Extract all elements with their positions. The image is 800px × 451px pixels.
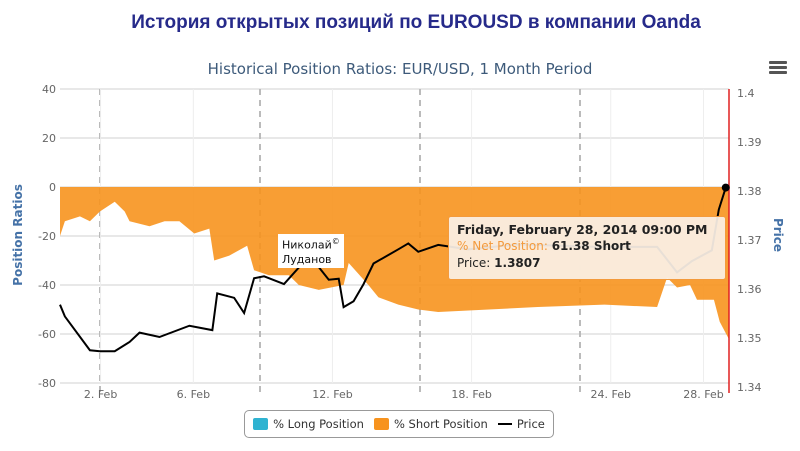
tooltip-net-value: 61.38 Short: [551, 239, 631, 253]
legend-price[interactable]: Price: [497, 417, 545, 431]
y2-tick-label: 1.36: [737, 283, 762, 296]
y2-tick-label: 1.37: [737, 234, 762, 247]
page-title: История открытых позиций по EUROUSD в ко…: [131, 12, 701, 33]
x-tick-label: 2. Feb: [84, 388, 117, 401]
y-tick-label: -60: [38, 328, 56, 341]
y2-tick-label: 1.35: [737, 332, 762, 345]
x-tick-label: 12. Feb: [312, 388, 352, 401]
y-tick-label: 40: [42, 83, 56, 96]
tooltip-date: Friday, February 28, 2014 09:00 PM: [457, 222, 708, 237]
legend-long-label: % Long Position: [273, 417, 364, 431]
short-swatch: [373, 418, 389, 430]
hamburger-icon[interactable]: [769, 61, 787, 75]
y2-tick-label: 1.38: [737, 185, 762, 198]
x-tick-label: 18. Feb: [451, 388, 491, 401]
legend-short[interactable]: % Short Position: [373, 417, 488, 431]
legend-short-label: % Short Position: [393, 417, 488, 431]
tooltip-price-label: Price:: [457, 256, 491, 270]
copyright: ©: [331, 237, 340, 246]
y2-axis-title: Price: [771, 218, 785, 252]
x-tick-label: 6. Feb: [177, 388, 210, 401]
y-tick-label: 20: [42, 132, 56, 145]
y2-tick-label: 1.4: [737, 87, 755, 100]
chart-title: Historical Position Ratios: EUR/USD, 1 M…: [208, 60, 593, 78]
y2-tick-label: 1.34: [737, 381, 762, 394]
watermark-surname: Луданов: [282, 252, 332, 266]
long-swatch: [253, 418, 269, 430]
y-axis-title: Position Ratios: [11, 184, 25, 286]
y-tick-label: -40: [38, 279, 56, 292]
watermark: Николай© Луданов: [278, 234, 344, 268]
y2-tick-label: 1.39: [737, 136, 762, 149]
legend-long[interactable]: % Long Position: [253, 417, 364, 431]
y-tick-label: 0: [49, 181, 56, 194]
x-tick-label: 24. Feb: [591, 388, 631, 401]
x-tick-label: 28. Feb: [683, 388, 723, 401]
watermark-name: Николай: [282, 238, 332, 252]
y-tick-label: -20: [38, 230, 56, 243]
legend-price-label: Price: [516, 417, 545, 431]
tooltip-price-value: 1.3807: [494, 256, 541, 270]
tooltip-net-label: % Net Position:: [457, 239, 548, 253]
tooltip: Friday, February 28, 2014 09:00 PM % Net…: [448, 216, 726, 280]
y-tick-label: -80: [38, 377, 56, 390]
price-marker: [721, 183, 730, 192]
legend: % Long Position % Short Position Price: [244, 410, 554, 438]
price-swatch: [497, 423, 512, 425]
